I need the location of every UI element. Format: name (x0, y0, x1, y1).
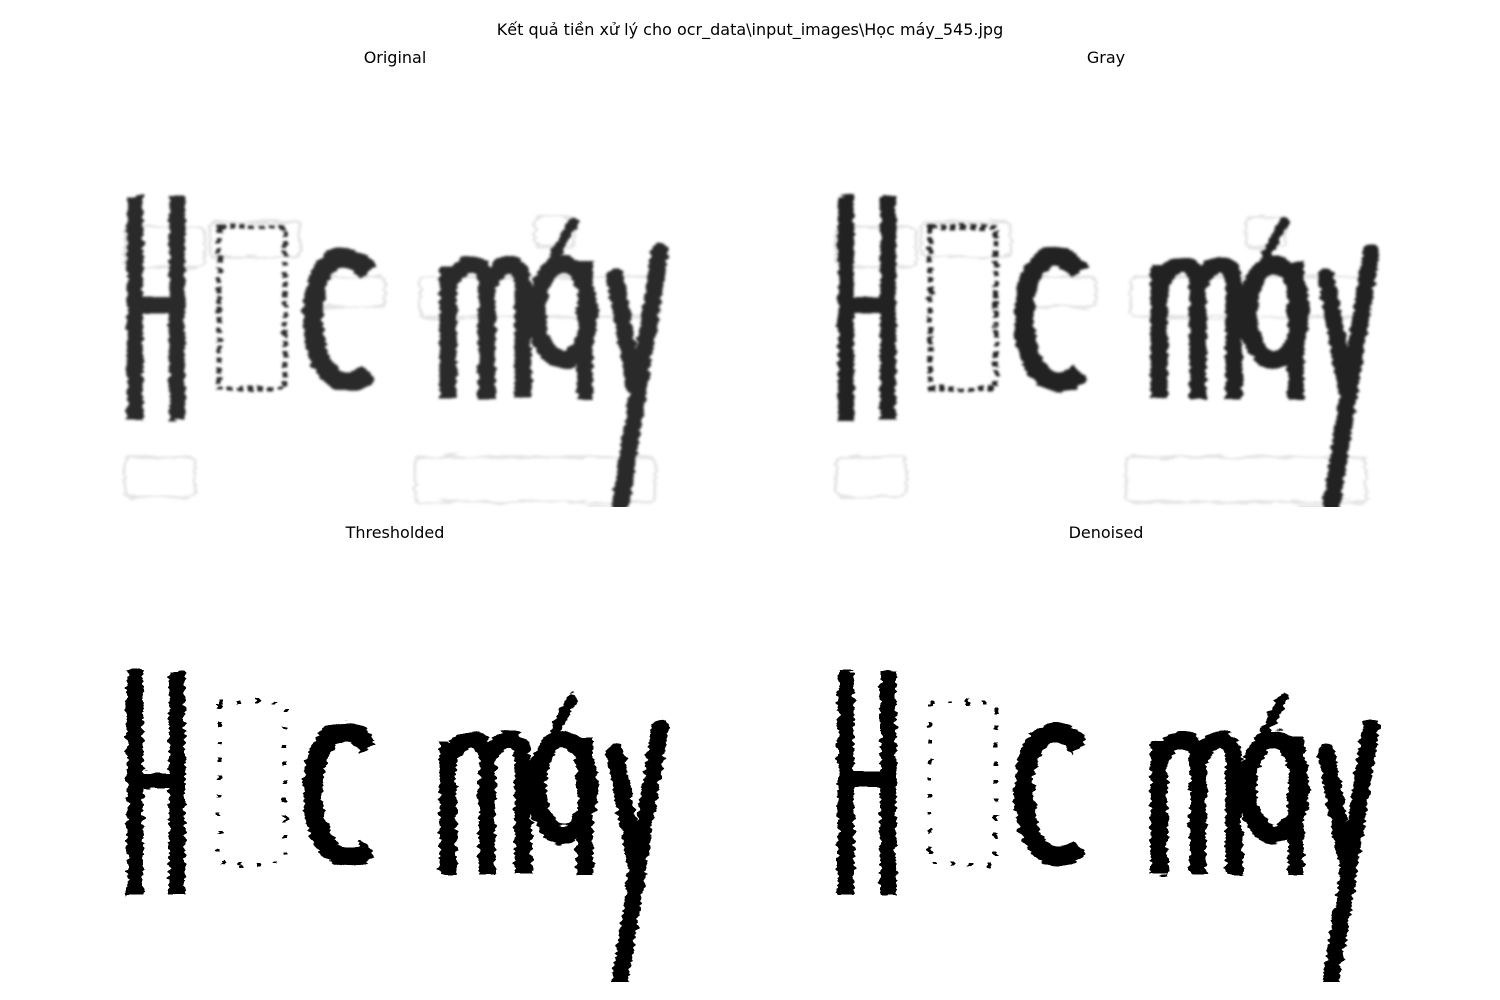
glyph-a-acute (1239, 692, 1309, 875)
figure-title: Kết quả tiền xử lý cho ocr_data\input_im… (496, 20, 1004, 39)
glyph-y (1317, 243, 1380, 507)
word-image-original (123, 195, 669, 507)
glyph-c (1013, 722, 1089, 867)
glyph-h (127, 670, 185, 895)
glyph-a-acute (1239, 217, 1309, 400)
panel-original: Original (115, 47, 675, 507)
glyph-m (439, 731, 532, 874)
glyph-m (439, 256, 532, 399)
image-gray (826, 87, 1386, 507)
image-denoised (826, 562, 1386, 982)
glyph-a-acute (528, 692, 598, 875)
panel-title-original: Original (363, 48, 427, 67)
glyph-missing-box (927, 224, 999, 392)
image-original (115, 87, 675, 507)
panel-title-gray: Gray (1086, 48, 1126, 67)
word-image-denoised (838, 670, 1380, 982)
glyph-a-acute (528, 217, 598, 400)
word-image-thresholded (127, 670, 669, 982)
panel-denoised: Denoised (826, 522, 1386, 982)
glyph-h (838, 670, 896, 895)
panel-title-thresholded: Thresholded (345, 523, 445, 542)
glyph-c (302, 722, 378, 867)
glyph-h (127, 195, 185, 420)
glyph-c (302, 247, 378, 392)
glyph-missing-box (216, 224, 288, 392)
image-thresholded (115, 562, 675, 982)
glyph-y (606, 243, 669, 507)
glyph-missing-box (928, 700, 998, 866)
glyph-y (1317, 718, 1380, 982)
glyph-m (1150, 731, 1243, 874)
panel-title-denoised: Denoised (1068, 523, 1144, 542)
glyph-y (606, 718, 669, 982)
glyph-missing-box (217, 700, 287, 866)
panel-gray: Gray (826, 47, 1386, 507)
glyph-c (1013, 247, 1089, 392)
glyph-m (1150, 256, 1243, 399)
glyph-h (838, 195, 896, 420)
word-image-gray (834, 195, 1380, 507)
panel-thresholded: Thresholded (115, 522, 675, 982)
